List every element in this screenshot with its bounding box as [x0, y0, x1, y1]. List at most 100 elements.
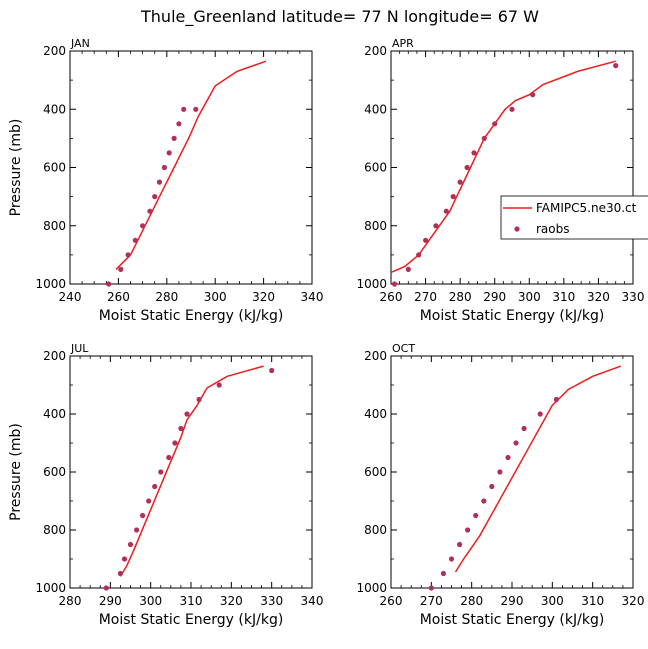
legend-obs-label: raobs: [536, 222, 570, 236]
ytick-label-jan-200: 200: [43, 44, 66, 58]
ytick-label-oct-1000: 1000: [356, 581, 387, 595]
obs-point-oct: [489, 483, 495, 490]
obs-point-apr: [416, 252, 422, 258]
xtick-label-oct-310: 310: [581, 594, 604, 608]
obs-point-jul: [121, 556, 128, 562]
obs-point-apr: [509, 106, 515, 112]
obs-point-oct: [481, 498, 487, 504]
ytick-label-jan-600: 600: [43, 161, 66, 175]
obs-point-oct: [428, 585, 434, 591]
xtick-label-jul-340: 340: [301, 594, 324, 608]
ytick-label-oct-600: 600: [364, 465, 387, 479]
ytick-label-jan-1000: 1000: [35, 277, 66, 291]
chart-panels: JAN 240 260 280 300 320 340 200 400 600 800 1000 Moi…: [8, 37, 644, 628]
obs-point-apr: [492, 121, 498, 127]
xtick-label-oct-270: 270: [420, 594, 443, 608]
model-line-jul: [119, 365, 264, 577]
xtick-label-jul-320: 320: [220, 594, 243, 608]
obs-point-jul: [127, 541, 134, 548]
obs-point-jul: [172, 440, 178, 446]
xtick-label-apr-330: 330: [622, 290, 645, 304]
xtick-label-apr-260: 260: [380, 290, 403, 304]
obs-point-jul: [178, 425, 184, 432]
ytick-label-jul-400: 400: [43, 407, 66, 421]
ytick-label-oct-400: 400: [364, 407, 387, 421]
obs-point-oct: [448, 556, 455, 562]
ytick-label-apr-200: 200: [364, 44, 387, 58]
obs-point-jul: [103, 585, 109, 591]
ytick-label-oct-200: 200: [364, 349, 387, 363]
xtick-label-jul-300: 300: [139, 594, 162, 608]
obs-point-jul: [158, 469, 164, 475]
xtick-label-apr-320: 320: [587, 290, 610, 304]
panel-oct: OCT 260 270 280 290 300 310 320 200 400 600 800 1000…: [356, 342, 644, 628]
obs-point-apr: [443, 208, 449, 214]
panel-jan: JAN 240 260 280 300 320 340 200 400 600 800 1000 Moi…: [8, 37, 323, 324]
xtick-label-jul-330: 330: [260, 594, 283, 608]
obs-point-jul: [216, 382, 222, 388]
obs-point-oct: [521, 425, 527, 432]
xtick-label-jan-260: 260: [107, 290, 130, 304]
legend-box: [500, 195, 648, 240]
obs-point-jul: [196, 396, 202, 403]
obs-point-jan: [125, 252, 131, 258]
model-line-oct: [454, 365, 622, 573]
x-axis-label-jul: Moist Static Energy (kJ/kg): [99, 612, 284, 628]
plot-frame-oct: [390, 355, 634, 589]
ytick-label-jul-800: 800: [43, 523, 66, 537]
obs-point-apr: [457, 179, 463, 185]
obs-point-jul: [134, 527, 140, 533]
obs-point-jul: [140, 512, 146, 519]
xtick-label-apr-280: 280: [449, 290, 472, 304]
model-line-jan: [115, 60, 267, 270]
obs-point-jul: [152, 483, 158, 490]
xtick-label-apr-290: 290: [483, 290, 506, 304]
obs-point-apr: [464, 164, 470, 171]
obs-point-jan: [132, 237, 138, 243]
obs-point-jan: [147, 208, 153, 214]
xtick-label-jul-310: 310: [180, 594, 203, 608]
x-axis-label-oct: Moist Static Energy (kJ/kg): [420, 612, 605, 628]
x-axis-label-jan: Moist Static Energy (kJ/kg): [99, 308, 284, 324]
panel-label-apr: APR: [392, 37, 414, 50]
ytick-label-jul-600: 600: [43, 465, 66, 479]
plot-frame-jul: [69, 355, 313, 589]
obs-point-jan: [156, 179, 163, 185]
ytick-label-jan-800: 800: [43, 219, 66, 233]
obs-point-jan: [171, 135, 177, 141]
obs-point-jul: [166, 454, 172, 461]
x-axis-label-apr: Moist Static Energy (kJ/kg): [420, 308, 605, 324]
ytick-label-apr-1000: 1000: [356, 277, 387, 291]
ytick-label-jul-200: 200: [43, 349, 66, 363]
ytick-label-apr-400: 400: [364, 102, 387, 116]
y-axis-label-jul: Pressure (mb): [8, 423, 24, 521]
xtick-label-jul-290: 290: [99, 594, 122, 608]
obs-point-jul: [117, 570, 123, 577]
obs-point-oct: [497, 469, 503, 475]
ytick-label-jul-1000: 1000: [35, 581, 66, 595]
panel-jul: JUL 280 290 300 310 320 330 340 200 400 600 800 1000…: [8, 342, 323, 628]
ytick-label-oct-800: 800: [364, 523, 387, 537]
obs-point-jan: [193, 106, 199, 112]
ytick-label-apr-800: 800: [364, 219, 387, 233]
legend-obs-marker: [514, 226, 520, 232]
legend: FAMIPC5.ne30.ct raobs: [500, 195, 648, 240]
obs-point-jan: [152, 194, 158, 200]
obs-point-jul: [146, 498, 152, 504]
xtick-label-oct-300: 300: [541, 594, 564, 608]
obs-point-jan: [181, 106, 187, 112]
obs-point-oct: [537, 411, 543, 417]
y-axis-label-jan: Pressure (mb): [8, 119, 24, 217]
obs-point-jan: [106, 281, 112, 287]
panel-label-jul: JUL: [70, 342, 89, 355]
obs-point-jan: [118, 266, 124, 272]
obs-point-oct: [473, 512, 479, 519]
legend-model-label: FAMIPC5.ne30.ct: [536, 201, 637, 215]
xtick-label-jul-280: 280: [59, 594, 82, 608]
xtick-label-jan-340: 340: [301, 290, 324, 304]
obs-point-apr: [391, 281, 398, 287]
obs-point-apr: [471, 150, 477, 156]
obs-point-apr: [613, 63, 619, 69]
panel-apr: APR 260 270 280 290 300 310 320 330 200 400 600 800 1…: [356, 37, 644, 324]
